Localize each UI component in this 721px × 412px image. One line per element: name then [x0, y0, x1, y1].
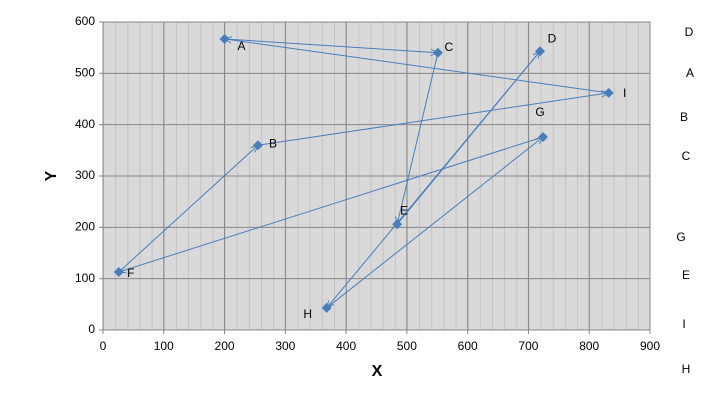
y-tick-label: 0 — [88, 322, 95, 336]
point-label: C — [445, 40, 454, 54]
point — [219, 33, 230, 44]
side-label: D — [685, 25, 694, 39]
y-axis-title: Y — [43, 170, 60, 181]
point — [534, 46, 545, 57]
side-label: B — [680, 110, 688, 124]
x-tick-label: 400 — [336, 339, 356, 353]
point-label: I — [623, 86, 626, 100]
point-label: G — [535, 105, 544, 119]
side-label: G — [676, 230, 685, 244]
arrow-connector — [327, 50, 541, 308]
x-tick-label: 700 — [518, 339, 538, 353]
point — [603, 87, 614, 98]
point-label: H — [303, 307, 312, 321]
point — [113, 266, 124, 277]
point-label: B — [269, 136, 277, 150]
x-tick-label: 200 — [215, 339, 235, 353]
x-tick-label: 800 — [579, 339, 599, 353]
y-tick-label: 500 — [75, 66, 95, 80]
x-tick-label: 900 — [640, 339, 660, 353]
x-tick-label: 0 — [100, 339, 107, 353]
point — [252, 140, 263, 151]
y-tick-label: 100 — [75, 271, 95, 285]
arrow-connector — [225, 39, 609, 94]
y-tick-label: 200 — [75, 220, 95, 234]
arrow-connector — [119, 136, 544, 272]
side-label: A — [686, 66, 694, 80]
arrow-connector — [118, 145, 258, 273]
side-label: C — [682, 149, 691, 163]
x-tick-label: 600 — [458, 339, 478, 353]
arrow-connector — [397, 52, 439, 224]
point — [392, 219, 403, 230]
plot-border — [102, 21, 651, 331]
side-label: E — [682, 268, 690, 282]
side-label: H — [682, 362, 691, 376]
point — [432, 47, 443, 58]
x-tick-label: 300 — [275, 339, 295, 353]
arrow-connector — [326, 137, 543, 309]
point-label: A — [238, 39, 246, 53]
arrow-connector — [257, 93, 609, 146]
arrow-connector — [224, 38, 438, 53]
point-label: D — [548, 31, 557, 45]
x-tick-label: 500 — [397, 339, 417, 353]
point-label: F — [127, 266, 134, 280]
point — [321, 302, 332, 313]
point-label: E — [400, 203, 408, 217]
y-tick-label: 600 — [75, 14, 95, 28]
point — [538, 131, 549, 142]
y-tick-label: 300 — [75, 168, 95, 182]
side-label: I — [682, 317, 685, 331]
y-tick-label: 400 — [75, 117, 95, 131]
x-axis-title: X — [372, 363, 383, 380]
x-tick-label: 100 — [154, 339, 174, 353]
